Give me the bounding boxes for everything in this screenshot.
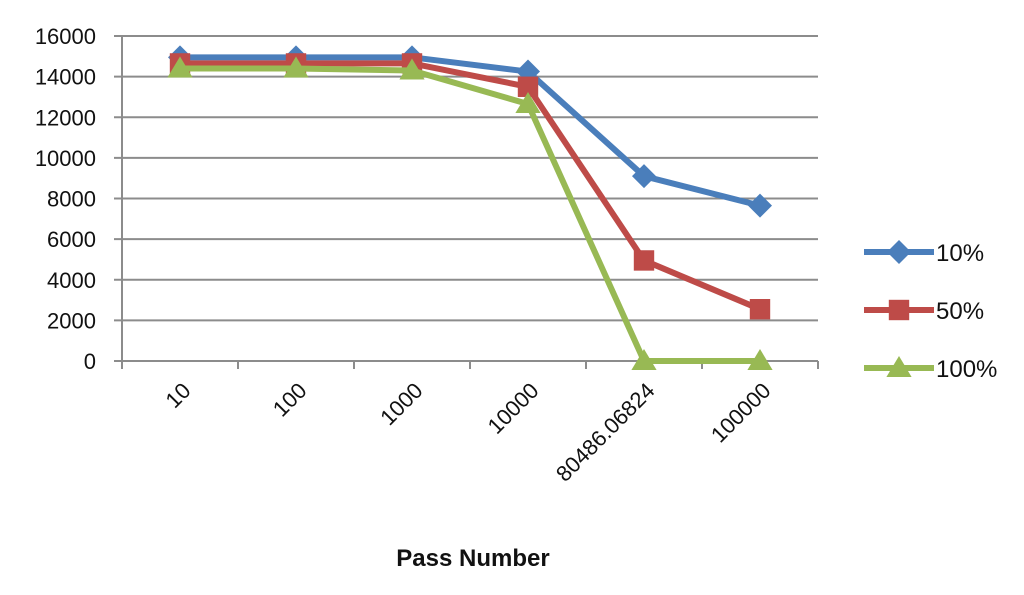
y-tick-label-8000: 8000 [47, 187, 96, 212]
y-tick-label-10000: 10000 [35, 146, 96, 171]
series-line-10% [180, 54, 761, 209]
point-50%-80486.06824 [633, 250, 655, 271]
point-100%-100 [283, 56, 309, 78]
legend-label-50%: 50% [936, 298, 984, 325]
series-100% [167, 56, 773, 370]
x-tick-label-1: 100 [268, 378, 312, 422]
series-lines [167, 45, 773, 370]
legend-item-50%: 50% [864, 298, 984, 325]
y-tick-label-16000: 16000 [35, 24, 96, 49]
x-tick-label-0: 10 [161, 378, 196, 413]
point-100%-80486.06824 [631, 349, 657, 370]
y-tick-label-12000: 12000 [35, 105, 96, 130]
x-tick-label-4: 80486.06824 [551, 378, 660, 487]
legend-marker-10% [887, 240, 911, 264]
legend: 10% 50% 100% [864, 240, 997, 383]
point-100%-1000 [399, 58, 425, 80]
x-axis-label: Pass Number [396, 545, 549, 572]
y-tick-label-0: 0 [84, 349, 96, 374]
point-100%-10 [167, 56, 193, 78]
legend-label-10%: 10% [936, 240, 984, 267]
legend-label-100%: 100% [936, 356, 997, 383]
legend-marker-50% [888, 299, 910, 321]
y-axis-ticks: 0 2000 4000 6000 8000 10000 12000 14000 16000 [35, 24, 96, 374]
y-tick-label-2000: 2000 [47, 308, 96, 333]
legend-item-100%: 100% [864, 356, 997, 383]
legend-item-10%: 10% [864, 240, 984, 267]
y-tick-label-14000: 14000 [35, 65, 96, 90]
series-line-50% [180, 60, 762, 312]
point-50%-10000 [517, 76, 539, 97]
legend-marker-100% [886, 356, 912, 377]
y-tick-label-4000: 4000 [47, 268, 96, 293]
x-tick-label-5: 100000 [706, 378, 776, 448]
gridlines [114, 35, 819, 369]
x-tick-label-3: 10000 [483, 378, 544, 439]
point-100%-100000 [747, 349, 773, 370]
point-50%-100000 [749, 299, 771, 320]
x-axis-ticks: 10 100 1000 10000 80486.06824 100000 [161, 378, 776, 487]
point-10%-80486.06824 [632, 164, 656, 189]
point-10%-100000 [748, 193, 772, 218]
point-100%-10000 [515, 92, 541, 114]
y-tick-label-6000: 6000 [47, 227, 96, 252]
series-line-100% [180, 65, 760, 364]
x-tick-label-2: 1000 [375, 378, 427, 430]
